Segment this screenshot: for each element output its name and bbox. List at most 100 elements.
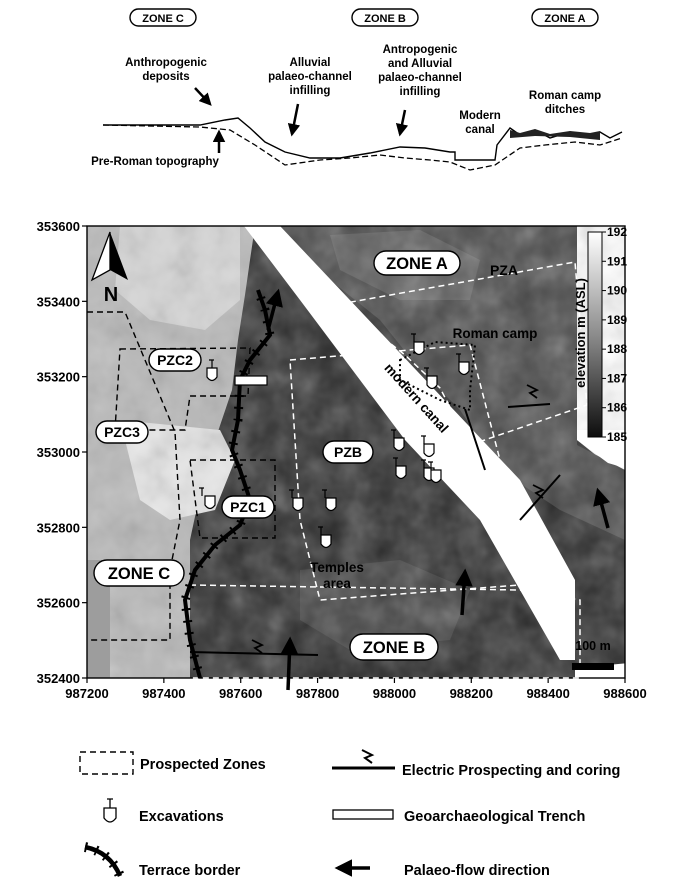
flow-arrow-south-mid xyxy=(455,568,473,616)
excavation-camp-2 xyxy=(424,367,438,390)
zone-south-strip xyxy=(189,584,581,679)
electric-marker-southeast xyxy=(532,484,546,499)
geoarchaeological-trench xyxy=(234,375,268,386)
colorbar-title: elevation m (ASL) xyxy=(573,278,588,388)
zone-pza-outline xyxy=(338,261,588,446)
anno-antropogenic-alluvial-arrow xyxy=(395,109,409,137)
electric-marker-east xyxy=(526,384,540,399)
svg-text:ZONE C: ZONE C xyxy=(142,13,184,25)
y-tick-label: 352600 xyxy=(37,596,80,611)
excavations xyxy=(199,333,470,549)
label-temples-2: area xyxy=(323,576,351,591)
x-tick-label: 988400 xyxy=(526,686,569,701)
label-pzc2: PZC2 xyxy=(148,348,202,372)
colorbar-tick-label: 192 xyxy=(607,225,627,239)
modern-canal-strip xyxy=(244,226,575,660)
svg-text:ZONE B: ZONE B xyxy=(363,639,425,657)
x-tick-label: 987600 xyxy=(219,686,262,701)
x-tick-label: 988200 xyxy=(450,686,493,701)
label-pza: PZA xyxy=(490,262,518,278)
legend-electric: Electric Prospecting and coring xyxy=(332,749,620,779)
excavation-temple-3 xyxy=(318,526,332,549)
electric-markers xyxy=(251,384,546,654)
colorbar-tick-label: 189 xyxy=(607,313,627,327)
colorbar-tick-label: 191 xyxy=(607,254,627,268)
svg-text:PZC3: PZC3 xyxy=(104,424,140,440)
anno-antropogenic-alluvial-1: Antropogenic xyxy=(383,44,458,56)
electric-line-south xyxy=(189,651,319,656)
label-pzc1: PZC1 xyxy=(221,495,275,519)
y-tick-label: 353000 xyxy=(37,445,80,460)
label-roman-camp: Roman camp xyxy=(453,326,538,341)
svg-text:ZONE A: ZONE A xyxy=(544,13,585,25)
y-axis-ticks: 353600 353400 353200 353000 352800 352600 3524… xyxy=(37,219,87,686)
svg-text:ZONE B: ZONE B xyxy=(364,13,406,25)
excavation-camp-1 xyxy=(411,333,425,356)
svg-text:Geoarchaeological Trench: Geoarchaeological Trench xyxy=(404,809,585,825)
y-tick-label: 353600 xyxy=(37,219,80,234)
x-axis-ticks: 987200 987400 987600 987800 988000 988200 9884… xyxy=(65,678,647,701)
x-tick-label: 987200 xyxy=(65,686,108,701)
colorbar-tick-label: 185 xyxy=(607,430,627,444)
excavation-pzc2 xyxy=(206,359,218,382)
zone-pzb-outline xyxy=(289,344,521,601)
label-zone-a: ZONE A xyxy=(373,250,461,276)
elevation-colorbar: elevation m (ASL) 1921911901891881871861… xyxy=(573,225,627,444)
label-zone-c: ZONE C xyxy=(93,559,185,587)
svg-text:100 m: 100 m xyxy=(575,639,610,653)
colorbar-tick-label: 187 xyxy=(607,371,627,385)
y-tick-label: 353200 xyxy=(37,370,80,385)
scale-bar: 100 m xyxy=(572,639,614,670)
anno-alluvial-arrow xyxy=(287,103,301,137)
electric-line-southeast xyxy=(519,474,561,521)
north-arrow: N xyxy=(90,231,128,306)
excavation-pzb-3 xyxy=(421,435,435,458)
anno-antropogenic-alluvial-3: palaeo-channel xyxy=(378,72,462,84)
anno-anthropogenic-2: deposits xyxy=(142,71,189,83)
profile-zone-a-label: ZONE A xyxy=(531,8,599,27)
excavation-temple-2 xyxy=(322,489,337,512)
anno-pre-roman: Pre-Roman topography xyxy=(91,156,219,168)
svg-text:PZC1: PZC1 xyxy=(230,499,266,515)
prospected-zones xyxy=(189,261,588,679)
x-tick-label: 987400 xyxy=(142,686,185,701)
svg-text:N: N xyxy=(104,284,118,306)
electric-prospecting-lines xyxy=(189,403,561,656)
legend-trench: Geoarchaeological Trench xyxy=(332,809,585,825)
flow-arrow-south xyxy=(280,636,299,691)
no-data-east-notch xyxy=(577,430,625,468)
svg-text:ZONE A: ZONE A xyxy=(386,255,448,273)
anno-alluvial-1: Alluvial xyxy=(290,57,331,69)
colorbar-tick-label: 190 xyxy=(607,284,627,298)
svg-text:Electric Prospecting and corin: Electric Prospecting and coring xyxy=(402,763,620,779)
legend-terrace: Terrace border xyxy=(83,842,241,879)
elevation-raster xyxy=(87,226,625,678)
no-data-southwest xyxy=(87,560,110,678)
excavation-camp-3 xyxy=(456,353,470,376)
profile-section: ZONE C ZONE B ZONE A Anthropogenic depos… xyxy=(91,8,623,171)
svg-text:ZONE C: ZONE C xyxy=(108,565,170,583)
legend-prospected-zones: Prospected Zones xyxy=(79,751,266,775)
anno-modern-canal-1: Modern xyxy=(459,110,501,122)
svg-text:PZC2: PZC2 xyxy=(157,352,193,368)
excavation-pzb-2 xyxy=(393,457,407,480)
svg-text:Excavations: Excavations xyxy=(139,809,224,825)
anno-roman-camp-ditches-2: ditches xyxy=(545,104,585,116)
label-pzc3: PZC3 xyxy=(95,420,149,444)
excavation-pzb-5 xyxy=(428,461,442,484)
svg-text:Palaeo-flow direction: Palaeo-flow direction xyxy=(404,863,550,879)
palaeo-flow-arrows xyxy=(265,288,611,691)
profile-zone-b-label: ZONE B xyxy=(351,8,419,27)
legend: Prospected Zones Electric Prospecting an… xyxy=(79,749,620,879)
anno-alluvial-3: infilling xyxy=(290,85,331,97)
anno-alluvial-2: palaeo-channel xyxy=(268,71,352,83)
label-temples-1: Temples xyxy=(310,560,364,575)
anno-antropogenic-alluvial-4: infilling xyxy=(400,86,441,98)
anno-roman-camp-ditches-1: Roman camp xyxy=(529,90,601,102)
svg-text:Prospected Zones: Prospected Zones xyxy=(140,757,266,773)
colorbar-tick-label: 186 xyxy=(607,401,627,415)
excavation-pzb-1 xyxy=(391,429,405,452)
legend-excavations: Excavations xyxy=(103,798,224,825)
label-pzb: PZB xyxy=(322,440,374,464)
